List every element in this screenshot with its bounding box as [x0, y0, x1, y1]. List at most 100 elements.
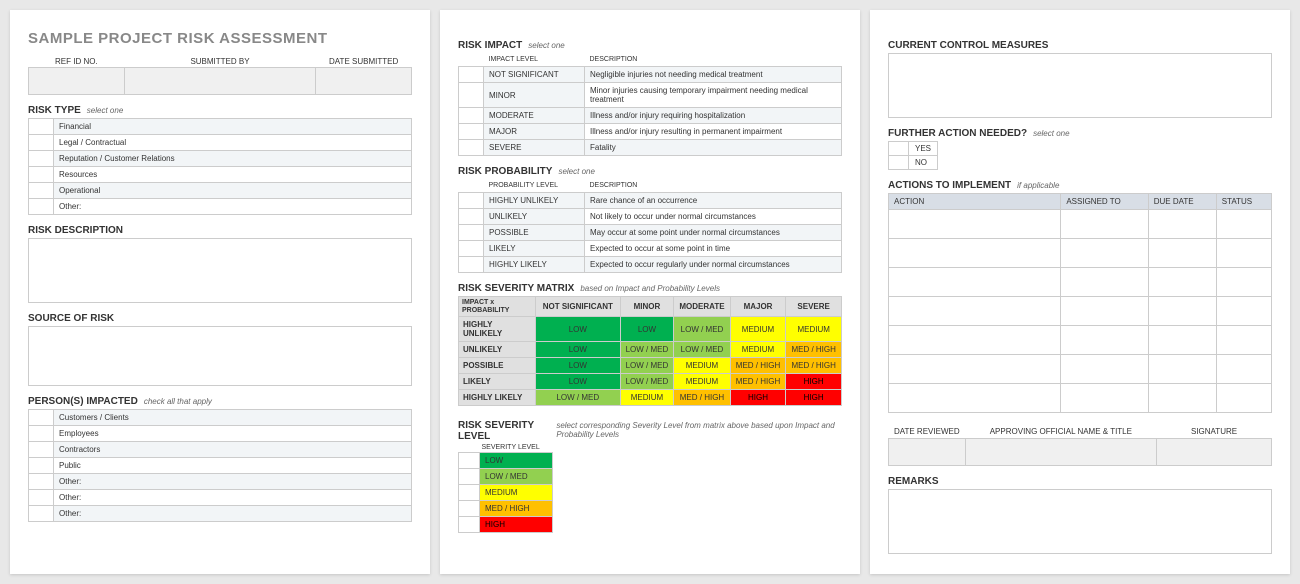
- date-reviewed-input[interactable]: [889, 439, 966, 466]
- matrix-cell: LOW / MED: [674, 317, 730, 342]
- actions-cell[interactable]: [1216, 326, 1271, 355]
- prob-check[interactable]: [459, 193, 484, 209]
- persons-check[interactable]: [29, 426, 54, 442]
- date-submitted-input[interactable]: [316, 68, 412, 95]
- matrix-col-header: NOT SIGNIFICANT: [536, 297, 621, 317]
- risk-probability-title: RISK PROBABILITYselect one: [458, 166, 842, 177]
- persons-item: Customers / Clients: [54, 410, 412, 426]
- risk-type-check[interactable]: [29, 135, 54, 151]
- severity-check[interactable]: [459, 453, 480, 469]
- risk-type-item: Financial: [54, 119, 412, 135]
- actions-cell[interactable]: [1216, 355, 1271, 384]
- prob-check[interactable]: [459, 241, 484, 257]
- actions-col-header: STATUS: [1216, 194, 1271, 210]
- actions-cell[interactable]: [1061, 355, 1148, 384]
- severity-check[interactable]: [459, 485, 480, 501]
- persons-check[interactable]: [29, 458, 54, 474]
- impact-check[interactable]: [459, 108, 484, 124]
- risk-type-check[interactable]: [29, 199, 54, 215]
- further-check[interactable]: [889, 142, 909, 156]
- actions-cell[interactable]: [889, 239, 1061, 268]
- actions-cell[interactable]: [1148, 268, 1216, 297]
- further-check[interactable]: [889, 156, 909, 170]
- actions-cell[interactable]: [1216, 297, 1271, 326]
- actions-cell[interactable]: [1148, 239, 1216, 268]
- actions-cell[interactable]: [1061, 384, 1148, 413]
- approving-official-input[interactable]: [965, 439, 1157, 466]
- actions-cell[interactable]: [1148, 355, 1216, 384]
- prob-level: POSSIBLE: [484, 225, 585, 241]
- prob-desc: Expected to occur at some point in time: [585, 241, 842, 257]
- risk-type-check[interactable]: [29, 119, 54, 135]
- prob-check[interactable]: [459, 209, 484, 225]
- impact-check[interactable]: [459, 124, 484, 140]
- actions-cell[interactable]: [1216, 268, 1271, 297]
- further-option: NO: [908, 156, 937, 170]
- matrix-col-header: SEVERE: [786, 297, 842, 317]
- impact-level: SEVERE: [484, 140, 585, 156]
- matrix-cell: LOW: [536, 374, 621, 390]
- risk-description-input[interactable]: [28, 238, 412, 303]
- persons-check[interactable]: [29, 490, 54, 506]
- actions-cell[interactable]: [1148, 326, 1216, 355]
- severity-level-item: MEDIUM: [480, 485, 553, 501]
- remarks-title: REMARKS: [888, 476, 1272, 487]
- persons-item: Other:: [54, 506, 412, 522]
- actions-cell[interactable]: [889, 355, 1061, 384]
- risk-type-check[interactable]: [29, 151, 54, 167]
- actions-cell[interactable]: [1216, 239, 1271, 268]
- actions-cell[interactable]: [1148, 297, 1216, 326]
- actions-cell[interactable]: [1061, 239, 1148, 268]
- matrix-cell: LOW: [536, 358, 621, 374]
- impact-check[interactable]: [459, 67, 484, 83]
- actions-cell[interactable]: [1061, 326, 1148, 355]
- signature-input[interactable]: [1157, 439, 1272, 466]
- actions-cell[interactable]: [889, 210, 1061, 239]
- actions-cell[interactable]: [1148, 210, 1216, 239]
- persons-check[interactable]: [29, 442, 54, 458]
- impact-desc: Minor injuries causing temporary impairm…: [585, 83, 842, 108]
- impact-check[interactable]: [459, 83, 484, 108]
- persons-check[interactable]: [29, 410, 54, 426]
- risk-probability-table: PROBABILITY LEVELDESCRIPTIONHIGHLY UNLIK…: [458, 179, 842, 273]
- risk-matrix-title: RISK SEVERITY MATRIXbased on Impact and …: [458, 283, 842, 294]
- signoff-table: DATE REVIEWED APPROVING OFFICIAL NAME & …: [888, 425, 1272, 466]
- severity-check[interactable]: [459, 501, 480, 517]
- persons-check[interactable]: [29, 506, 54, 522]
- source-of-risk-input[interactable]: [28, 326, 412, 386]
- risk-type-check[interactable]: [29, 183, 54, 199]
- impact-level: MAJOR: [484, 124, 585, 140]
- prob-desc: May occur at some point under normal cir…: [585, 225, 842, 241]
- matrix-cell: MEDIUM: [674, 358, 730, 374]
- prob-desc: Not likely to occur under normal circums…: [585, 209, 842, 225]
- prob-check[interactable]: [459, 257, 484, 273]
- matrix-cell: MEDIUM: [786, 317, 842, 342]
- submitted-by-input[interactable]: [124, 68, 316, 95]
- actions-cell[interactable]: [1061, 297, 1148, 326]
- severity-level-item: LOW: [480, 453, 553, 469]
- persons-check[interactable]: [29, 474, 54, 490]
- matrix-cell: MEDIUM: [674, 374, 730, 390]
- actions-cell[interactable]: [1216, 384, 1271, 413]
- actions-cell[interactable]: [1061, 210, 1148, 239]
- severity-check[interactable]: [459, 469, 480, 485]
- actions-cell[interactable]: [889, 384, 1061, 413]
- actions-cell[interactable]: [1148, 384, 1216, 413]
- actions-cell[interactable]: [889, 297, 1061, 326]
- ref-id-input[interactable]: [29, 68, 125, 95]
- matrix-cell: LOW / MED: [620, 374, 674, 390]
- matrix-row-header: LIKELY: [459, 374, 536, 390]
- remarks-input[interactable]: [888, 489, 1272, 554]
- actions-cell[interactable]: [1216, 210, 1271, 239]
- prob-check[interactable]: [459, 225, 484, 241]
- actions-cell[interactable]: [889, 326, 1061, 355]
- impact-check[interactable]: [459, 140, 484, 156]
- matrix-cell: LOW / MED: [536, 390, 621, 406]
- severity-check[interactable]: [459, 517, 480, 533]
- severity-level-item: LOW / MED: [480, 469, 553, 485]
- actions-cell[interactable]: [1061, 268, 1148, 297]
- control-measures-input[interactable]: [888, 53, 1272, 118]
- risk-type-check[interactable]: [29, 167, 54, 183]
- actions-cell[interactable]: [889, 268, 1061, 297]
- persons-item: Employees: [54, 426, 412, 442]
